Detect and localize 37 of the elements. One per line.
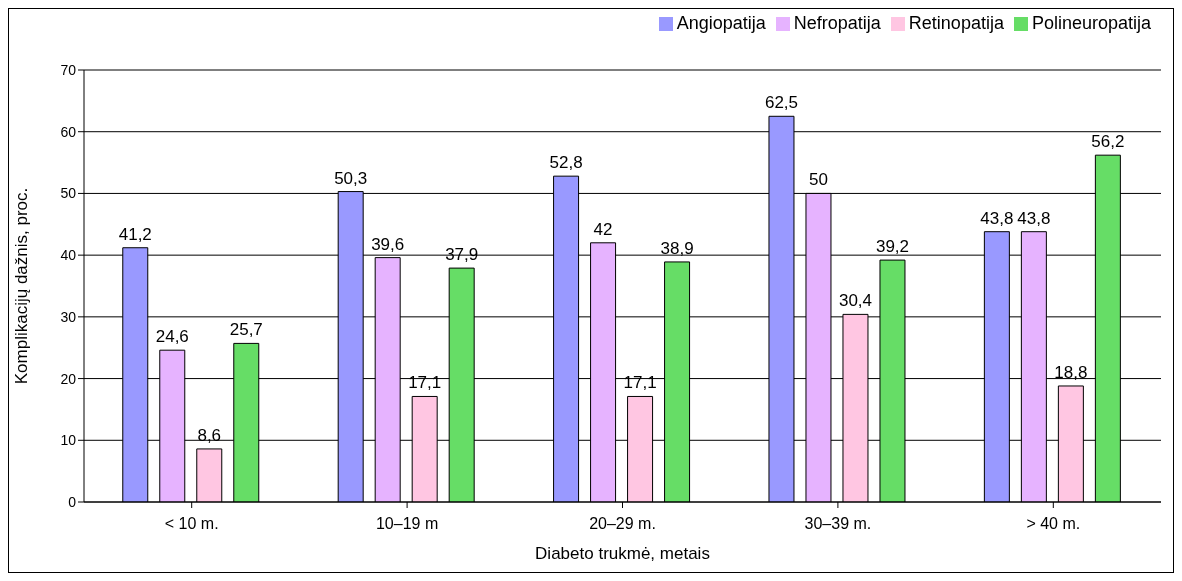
x-tick-label: 30–39 m. [804,515,872,533]
data-label: 62,5 [764,93,799,113]
y-tick-label: 20 [60,370,77,387]
data-label: 18,8 [1054,362,1088,382]
legend-label: Retinopatija [908,13,1004,33]
data-label: 50,3 [334,168,368,188]
x-tick-label: < 10 m. [164,515,219,533]
x-tick-label: > 40 m. [1026,515,1081,533]
y-tick-label: 10 [60,432,77,449]
y-tick-label: 60 [60,123,77,140]
legend-label: Nefropatija [793,13,881,33]
y-tick-label: 0 [68,493,77,510]
y-tick-label: 30 [60,308,77,325]
x-tick-label: 10–19 m [375,515,439,533]
data-label: 50 [809,170,828,190]
data-label: 39,2 [875,237,910,257]
x-tick-label: 20–29 m. [589,515,656,533]
data-label: 41,2 [118,224,152,244]
y-axis-title: Komplikacijų dažnis, proc. [12,187,32,385]
legend-label: Polineuropatija [1031,13,1151,33]
data-label: 42 [593,219,613,239]
y-tick-label: 50 [60,185,77,202]
y-tick-label: 70 [60,61,77,78]
legend-label: Angiopatija [676,13,766,33]
x-axis-title: Diabeto trukmė, metais [535,544,710,564]
data-label: 30,4 [838,291,873,311]
data-label: 38,9 [660,238,694,258]
data-label: 52,8 [549,153,583,173]
data-label: 56,2 [1091,132,1125,152]
y-tick-label: 40 [60,247,77,264]
data-label: 17,1 [408,373,442,393]
data-label: 24,6 [155,327,189,347]
data-label: 43,8 [980,208,1014,228]
data-label: 25,7 [229,320,263,340]
data-label: 43,8 [1017,208,1051,228]
data-label: 17,1 [623,373,657,393]
data-label: 39,6 [371,234,405,254]
